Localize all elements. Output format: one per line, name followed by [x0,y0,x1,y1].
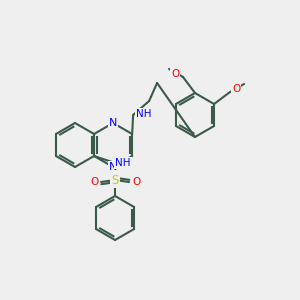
Text: N: N [109,118,117,128]
Text: NH: NH [115,158,130,168]
Text: N: N [109,162,117,172]
Text: O: O [132,177,140,187]
Text: O: O [171,69,179,79]
Text: S: S [111,173,119,187]
Text: NH: NH [136,109,152,119]
Text: O: O [232,84,240,94]
Text: O: O [90,177,98,187]
